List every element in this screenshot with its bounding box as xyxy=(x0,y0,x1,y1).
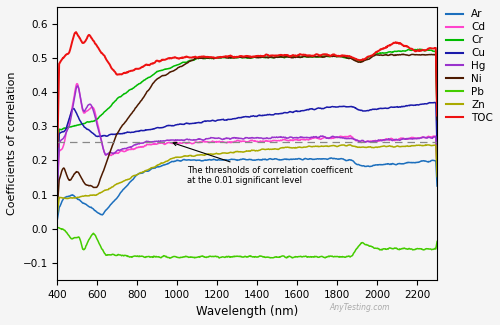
Cr xyxy=(96,115,102,119)
Hg xyxy=(54,185,60,188)
Cr xyxy=(154,70,160,74)
Hg xyxy=(382,138,388,142)
Ar xyxy=(434,184,440,188)
Line: Cu: Cu xyxy=(58,102,437,182)
Cd xyxy=(74,82,80,85)
Pb xyxy=(54,226,60,229)
Cu xyxy=(96,134,102,138)
Cd xyxy=(96,129,102,133)
X-axis label: Wavelength (nm): Wavelength (nm) xyxy=(196,305,298,318)
Line: Cd: Cd xyxy=(58,84,437,190)
TOC xyxy=(434,114,440,118)
Hg xyxy=(217,136,223,140)
Cu xyxy=(431,100,437,104)
Zn xyxy=(434,175,440,178)
Cr xyxy=(382,51,388,55)
Cu xyxy=(324,105,330,109)
Ni xyxy=(54,204,60,208)
Cd xyxy=(54,188,60,192)
Cr xyxy=(216,56,222,60)
TOC xyxy=(73,30,79,34)
Ni xyxy=(154,78,160,82)
Line: Cr: Cr xyxy=(58,49,437,179)
Ar xyxy=(54,217,60,221)
Hg xyxy=(96,131,102,135)
Text: AnyTesting.com: AnyTesting.com xyxy=(330,303,390,312)
Pb xyxy=(382,247,388,251)
Line: Pb: Pb xyxy=(58,227,437,258)
Legend: Ar, Cd, Cr, Cu, Hg, Ni, Pb, Zn, TOC: Ar, Cd, Cr, Cu, Hg, Ni, Pb, Zn, TOC xyxy=(446,9,493,123)
TOC xyxy=(341,54,347,58)
Y-axis label: Coefficients of correlation: Coefficients of correlation xyxy=(7,72,17,215)
Cu xyxy=(54,180,60,184)
Text: The thresholds of correlation coefficent
at the 0.01 significant level: The thresholds of correlation coefficent… xyxy=(173,142,353,185)
Ar xyxy=(328,156,334,160)
TOC xyxy=(325,53,331,57)
Cd xyxy=(217,140,223,144)
Hg xyxy=(341,136,347,140)
Ar xyxy=(96,211,102,215)
Ar xyxy=(216,158,222,162)
Zn xyxy=(54,211,60,215)
Pb xyxy=(341,255,347,259)
Zn xyxy=(96,191,102,195)
Cd xyxy=(325,136,331,140)
Ar xyxy=(154,165,160,169)
Cr xyxy=(417,47,423,51)
Ni xyxy=(96,181,102,185)
Cu xyxy=(434,148,440,152)
Cu xyxy=(382,106,388,110)
Cd xyxy=(154,142,160,146)
Ni xyxy=(324,54,330,58)
Ni xyxy=(382,53,388,57)
Cd xyxy=(341,135,347,139)
Hg xyxy=(154,139,160,143)
Cu xyxy=(340,105,346,109)
Hg xyxy=(434,170,440,174)
Pb xyxy=(217,255,223,259)
Zn xyxy=(346,143,352,147)
Zn xyxy=(382,145,388,149)
Cr xyxy=(434,116,440,120)
Hg xyxy=(74,84,80,88)
Pb xyxy=(434,240,440,243)
Zn xyxy=(216,152,222,156)
TOC xyxy=(382,46,388,49)
Cd xyxy=(382,137,388,141)
TOC xyxy=(96,48,102,52)
Ar xyxy=(382,162,388,166)
Cu xyxy=(154,126,160,130)
Line: Zn: Zn xyxy=(58,145,437,213)
Zn xyxy=(340,143,346,147)
Zn xyxy=(324,144,330,148)
Pb xyxy=(167,256,173,260)
Cr xyxy=(340,56,346,59)
Cr xyxy=(324,55,330,58)
Line: Ni: Ni xyxy=(58,54,437,206)
Cd xyxy=(434,169,440,173)
Zn xyxy=(154,164,160,168)
TOC xyxy=(154,59,160,63)
Pb xyxy=(96,241,102,245)
Ni xyxy=(216,56,222,59)
Hg xyxy=(325,136,331,140)
Line: Ar: Ar xyxy=(58,158,437,219)
Line: TOC: TOC xyxy=(58,32,437,147)
Line: Hg: Hg xyxy=(58,86,437,187)
Cr xyxy=(54,177,60,181)
Pb xyxy=(154,254,160,258)
Ar xyxy=(324,157,330,161)
TOC xyxy=(217,55,223,59)
TOC xyxy=(54,145,60,149)
Cu xyxy=(216,118,222,122)
Ni xyxy=(434,118,440,122)
Pb xyxy=(325,254,331,258)
Ni xyxy=(340,55,346,59)
Ar xyxy=(341,157,347,161)
Ni xyxy=(400,52,406,56)
